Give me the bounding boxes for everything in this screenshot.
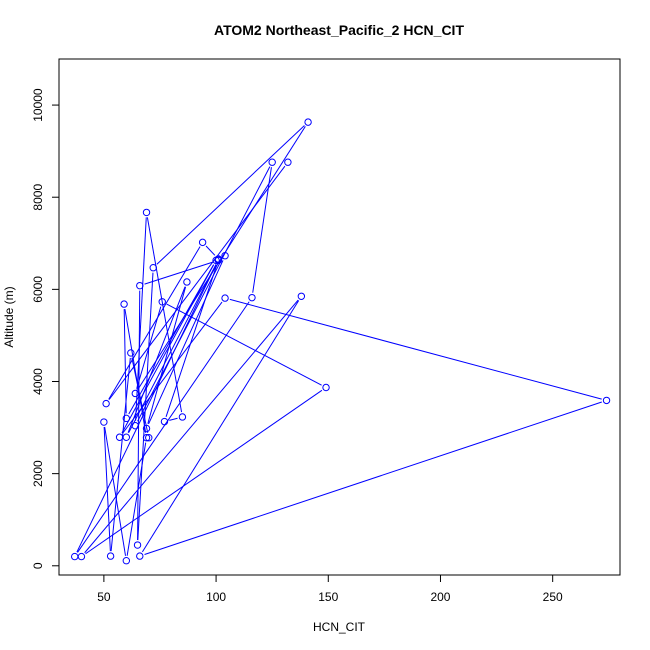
data-point	[122, 414, 131, 423]
y-tick-label: 2000	[31, 460, 45, 487]
y-tick-label: 8000	[31, 184, 45, 211]
data-point	[142, 424, 151, 433]
data-point	[131, 422, 139, 430]
series-segment	[205, 245, 216, 256]
y-axis: 0 2000 4000 6000 8000 10000	[31, 88, 60, 569]
series-segment	[110, 357, 131, 552]
data-point	[120, 300, 128, 308]
series-segment	[121, 264, 215, 434]
data-point	[102, 399, 110, 408]
series-segment	[137, 166, 271, 422]
data-point	[131, 389, 139, 398]
data-point	[142, 434, 151, 442]
series-segment	[126, 442, 147, 556]
y-tick-label: 0	[31, 562, 45, 569]
x-axis: 50 100 150 200 250	[97, 574, 563, 604]
data-point	[248, 293, 256, 302]
data-point	[268, 158, 276, 166]
series-segment	[128, 264, 217, 434]
x-tick-label: 250	[543, 590, 563, 604]
data-point	[133, 541, 142, 549]
x-tick-label: 200	[430, 590, 450, 604]
data-point	[221, 252, 229, 260]
chart-title: ATOM2 Northeast_Pacific_2 HCN_CIT	[214, 22, 464, 38]
series-segment	[147, 286, 187, 424]
data-point	[602, 396, 611, 405]
data-point	[212, 256, 220, 265]
series-segment	[84, 299, 299, 554]
y-tick-label: 6000	[31, 276, 45, 303]
series-segment	[229, 298, 602, 400]
data-point	[100, 418, 108, 426]
series-segment	[124, 308, 147, 433]
series-segment	[85, 389, 323, 555]
series-segment	[104, 426, 127, 556]
data-point	[178, 413, 187, 421]
series-segment	[166, 303, 322, 386]
series-segment	[122, 301, 223, 434]
series-segment	[136, 306, 162, 389]
data-point	[115, 433, 124, 441]
data-point	[214, 256, 223, 265]
data-point	[127, 349, 135, 357]
series-segment	[252, 167, 272, 293]
data-point	[221, 294, 229, 302]
series-segment	[76, 264, 217, 553]
data-point	[71, 552, 79, 561]
x-tick-label: 50	[97, 590, 111, 604]
series-segment	[144, 401, 602, 556]
series-segment	[128, 264, 215, 415]
data-point	[160, 417, 169, 426]
x-axis-label: HCN_CIT	[313, 620, 366, 634]
series-segment	[131, 357, 149, 433]
data-point	[122, 433, 131, 441]
data-point	[297, 292, 306, 300]
series-segment	[108, 246, 201, 400]
series-segment	[103, 427, 111, 552]
data-point	[77, 552, 86, 561]
data-point	[284, 158, 292, 166]
series-segment	[77, 301, 250, 553]
data-point	[322, 383, 330, 392]
series-segment	[137, 272, 154, 541]
series-segment	[141, 300, 300, 553]
data-point	[183, 278, 191, 286]
series-points	[71, 118, 611, 565]
series-lines	[76, 125, 602, 556]
series-segment	[148, 260, 224, 425]
x-tick-label: 100	[206, 590, 226, 604]
series-segment	[137, 290, 141, 541]
series-segment	[146, 217, 183, 413]
data-point	[145, 434, 153, 442]
data-point	[149, 264, 157, 272]
data-point	[158, 298, 166, 306]
data-point	[136, 281, 144, 290]
data-point	[106, 552, 115, 560]
data-point	[198, 238, 207, 247]
y-tick-label: 10000	[31, 88, 45, 122]
series-segment	[165, 264, 218, 417]
x-tick-label: 150	[318, 590, 338, 604]
series-segment	[123, 309, 127, 414]
plot-frame	[58, 58, 621, 576]
y-axis-label: Altitude (m)	[2, 286, 16, 347]
data-point	[142, 208, 151, 217]
series-segment	[169, 417, 178, 421]
y-tick-label: 4000	[31, 368, 45, 395]
data-point	[304, 118, 312, 126]
data-point	[136, 552, 144, 560]
series-segment	[144, 261, 214, 285]
data-point	[122, 557, 131, 565]
series-segment	[156, 125, 305, 265]
